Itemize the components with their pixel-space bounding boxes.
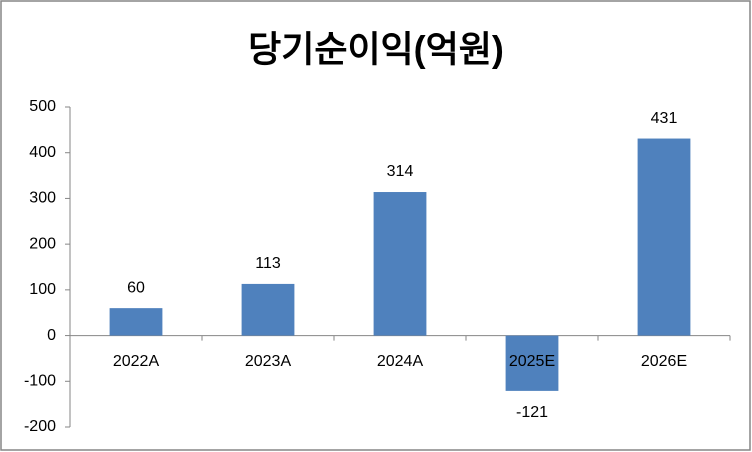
y-tick-label: -100 bbox=[24, 373, 56, 390]
y-tick-label: -200 bbox=[24, 418, 56, 435]
y-tick-label: 0 bbox=[47, 327, 56, 344]
x-tick-label: 2022A bbox=[113, 353, 160, 370]
data-label: -121 bbox=[516, 404, 548, 421]
y-tick-label: 200 bbox=[29, 235, 56, 252]
y-tick-label: 500 bbox=[29, 98, 56, 115]
y-tick-label: 400 bbox=[29, 144, 56, 161]
data-label: 113 bbox=[255, 255, 281, 272]
chart-title: 당기순이익(억원) bbox=[248, 29, 504, 70]
bar bbox=[373, 192, 427, 336]
bar bbox=[109, 308, 163, 336]
bar bbox=[241, 283, 295, 336]
x-tick-label: 2023A bbox=[245, 353, 292, 370]
x-tick-label: 2025E bbox=[509, 353, 555, 370]
bar bbox=[637, 138, 691, 336]
x-tick-label: 2024A bbox=[377, 353, 424, 370]
y-tick-label: 100 bbox=[29, 281, 56, 298]
x-tick-label: 2026E bbox=[641, 353, 687, 370]
data-label: 60 bbox=[127, 279, 145, 296]
bar bbox=[505, 335, 559, 391]
data-label: 431 bbox=[651, 110, 678, 127]
y-tick-label: 300 bbox=[29, 190, 56, 207]
data-label: 314 bbox=[387, 163, 414, 180]
